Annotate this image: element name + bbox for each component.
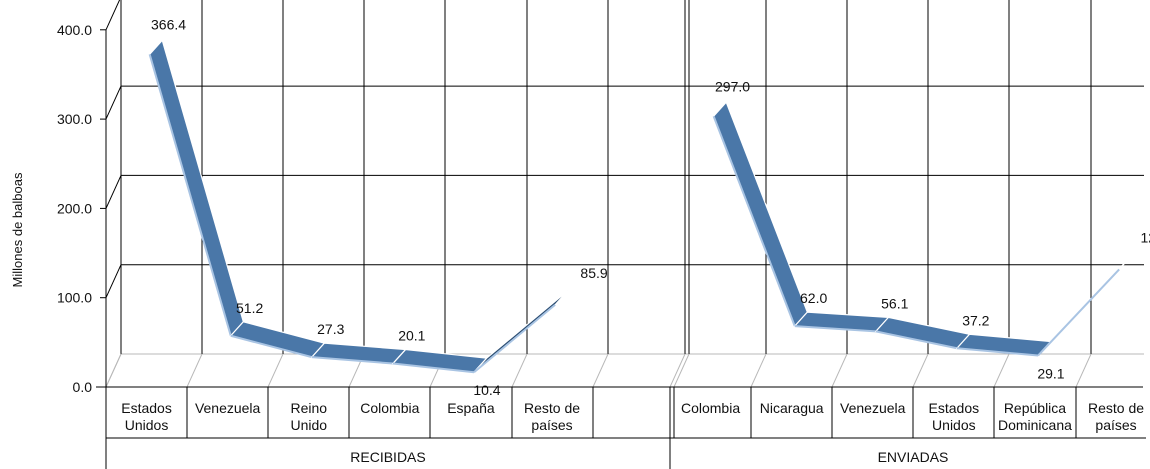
y-axis-label: Millones de balboas xyxy=(10,172,25,287)
category-label: Reino Unido xyxy=(290,400,327,433)
floor-line xyxy=(912,353,929,388)
ribbon-edge xyxy=(230,334,313,359)
ribbon-segment xyxy=(874,316,971,349)
data-label: 37.2 xyxy=(962,312,989,328)
y-tick-label: 0.0 xyxy=(73,379,93,395)
ribbon-edge xyxy=(392,362,475,374)
floor-line xyxy=(1075,353,1092,388)
ribbon-edge xyxy=(794,325,876,333)
ribbon-edge xyxy=(148,54,232,337)
floor-line xyxy=(267,353,284,388)
group-label: RECIBIDAS xyxy=(350,449,425,465)
data-label: 51.2 xyxy=(236,300,263,316)
y-tick-label: 200.0 xyxy=(57,200,92,216)
data-label: 297.0 xyxy=(715,78,750,94)
data-label: 27.3 xyxy=(317,321,344,337)
floor-line xyxy=(186,353,203,388)
category-label: Estados Unidos xyxy=(929,400,980,433)
ribbon-edge xyxy=(956,347,1039,357)
floor-line xyxy=(831,353,848,388)
data-label: 366.4 xyxy=(151,16,186,32)
data-label: 125.5 xyxy=(1141,229,1150,245)
ribbon-edge xyxy=(311,356,394,365)
category-label: Colombia xyxy=(681,400,740,416)
floor-line xyxy=(993,353,1010,388)
ribbon-segment xyxy=(148,39,245,337)
floor-line xyxy=(592,353,609,388)
data-label: 62.0 xyxy=(800,290,827,306)
data-labels: 366.4 51.2 27.3 20.1 10.4 85.9 297.0 62.0 56.1 37… xyxy=(151,16,1150,398)
category-label: Resto de países xyxy=(524,400,580,433)
data-label: 85.9 xyxy=(580,265,607,281)
x-axis: Estados Unidos Venezuela Reino Unido Colombia… xyxy=(96,386,1146,469)
series-ribbons xyxy=(148,39,1133,374)
data-label: 20.1 xyxy=(398,328,425,344)
y-tick-label: 400.0 xyxy=(57,22,92,38)
category-label: Resto de países xyxy=(1088,400,1144,433)
category-label: España xyxy=(447,400,495,416)
category-label: Estados Unidos xyxy=(121,400,172,433)
category-label: Venezuela xyxy=(195,400,261,416)
gridline-diagonal xyxy=(105,264,122,298)
floor-line xyxy=(105,353,122,388)
ribbon-edge xyxy=(875,330,958,350)
ribbon-edge xyxy=(1037,268,1120,357)
floor-line xyxy=(673,353,690,388)
category-label: Colombia xyxy=(360,400,419,416)
data-label: 10.4 xyxy=(473,382,500,398)
category-label: República Dominicana xyxy=(998,400,1072,433)
category-label: Nicaragua xyxy=(760,400,824,416)
gridline-diagonal xyxy=(105,85,122,120)
floor-line xyxy=(511,353,528,388)
gridline-diagonal xyxy=(105,175,122,209)
y-tick-label: 100.0 xyxy=(57,290,92,306)
floor-line xyxy=(750,353,767,388)
ribbon-edge xyxy=(712,115,796,327)
ribbon-edge xyxy=(473,304,556,373)
gridlines xyxy=(105,0,1144,388)
data-label: 29.1 xyxy=(1037,366,1064,382)
category-label: Venezuela xyxy=(840,400,906,416)
y-tick-label: 300.0 xyxy=(57,111,92,127)
gridline-diagonal xyxy=(105,0,121,31)
ribbon-segment xyxy=(712,101,809,328)
y-axis: 0.0 100.0 200.0 300.0 400.0 xyxy=(57,22,107,395)
data-label: 56.1 xyxy=(881,295,908,311)
group-label: ENVIADAS xyxy=(878,449,949,465)
floor-line xyxy=(669,353,686,388)
